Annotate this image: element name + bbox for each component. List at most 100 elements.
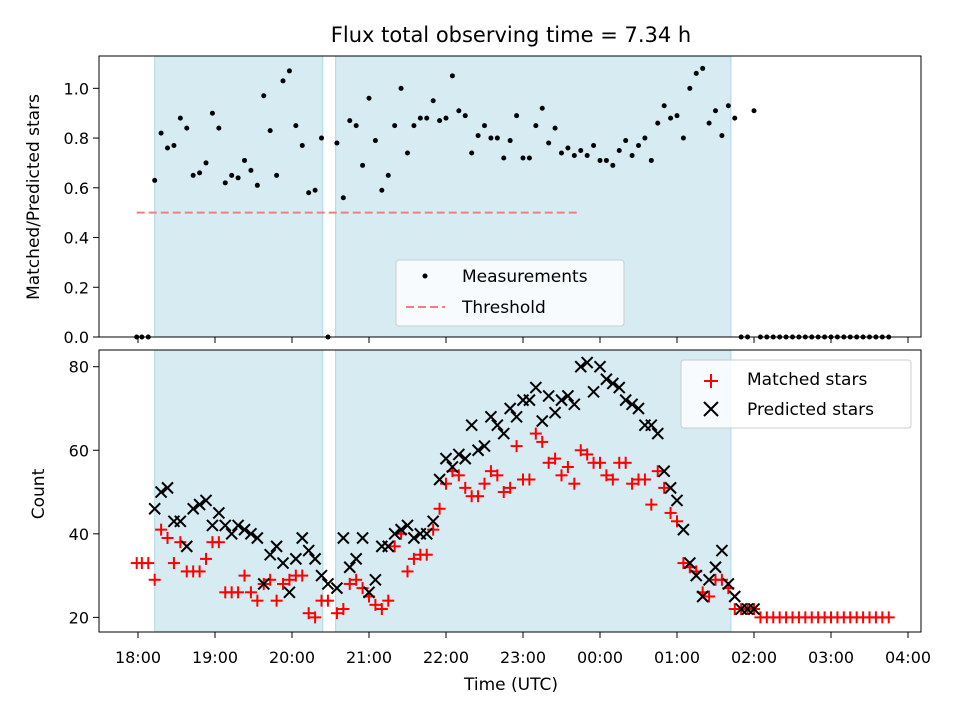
marker-stroke [270,540,283,553]
marker-stroke [523,393,536,407]
matched-star-point [664,506,677,519]
bottom-legend: Matched stars Predicted stars [680,359,912,429]
predicted-star-point [664,481,677,495]
marker-stroke [632,402,645,415]
x-tick-label: 00:00 [577,648,623,667]
bottom-legend-box [680,359,912,429]
matched-star-point [504,481,517,494]
measurement-point [552,125,558,131]
marker-stroke [439,452,453,465]
measurement-point [449,73,455,79]
measurement-point [360,162,366,168]
measurement-point [526,155,532,161]
measurement-point [713,108,718,114]
marker-stroke [388,527,401,541]
predicted-star-point [651,427,664,440]
measurement-point [674,113,680,119]
matched-star-point [264,573,277,586]
predicted-star-point [587,385,600,398]
measurement-point [190,172,196,178]
measurement-point [469,150,475,156]
matched-star-point [651,465,664,478]
marker-stroke [677,523,690,536]
marker-stroke [657,464,671,478]
bottom-panel: 20 40 60 80 18:00 19:00 20:00 21:00 22:00 23:00 0… [29,349,931,695]
matched-star-point [401,565,414,578]
measurement-point [203,160,209,166]
marker-stroke [548,406,562,419]
marker-stroke [337,531,350,545]
predicted-star-point [606,377,620,390]
marker-stroke [321,577,335,591]
measurement-point [571,152,577,158]
predicted-star-point [728,590,741,603]
marker-stroke [593,360,607,373]
marker-stroke [651,427,664,440]
predicted-star-point [548,406,562,419]
predicted-star-point [696,590,709,603]
matched-star-point [568,477,581,490]
measurement-point [642,135,648,141]
marker-stroke [180,540,193,553]
measurement-point [177,115,183,121]
measurement-point [165,145,171,151]
measurement-point [312,187,318,193]
matched-star-point [484,465,497,478]
measurement-point [507,138,513,144]
measurement-point [334,140,340,146]
matched-star-point [270,594,283,607]
predicted-star-point [276,556,290,570]
matched-star-point [561,460,574,473]
matched-star-point [440,477,452,490]
bottom-axes-frame [98,349,922,633]
matched-star-point [174,536,187,549]
matched-star-point [671,515,683,528]
marker-stroke [148,502,161,515]
matched-star-point [238,569,251,582]
y-tick-label: 0.6 [64,179,89,198]
measurement-point [482,123,487,129]
marker-stroke [343,561,356,574]
measurement-point [514,113,520,119]
measurement-point [693,70,699,76]
marker-stroke [276,556,290,570]
marker-stroke [199,494,213,507]
measurement-point [417,115,423,121]
marker-stroke [702,573,716,586]
marker-stroke [568,398,581,411]
measurement-point [319,135,325,141]
measurement-point [299,143,305,149]
measurement-point [254,182,260,188]
matched-star-point [369,598,382,611]
predicted-star-point [161,481,174,495]
marker-stroke [510,410,523,424]
measurement-point [488,135,494,141]
measurement-point [648,157,654,163]
matched-star-point [433,502,446,515]
marker-stroke [606,377,620,390]
matched-star-point [529,427,542,440]
measurement-point [385,172,391,178]
marker-stroke [491,418,504,432]
predicted-star-point [302,544,315,557]
measurement-point [706,120,712,126]
marker-stroke [587,385,600,398]
marker-stroke [670,494,684,507]
matched-star-point [645,498,658,511]
top-axes-frame [98,55,922,338]
bottom-y-axis-label: Count [29,468,49,519]
predicted-star-point [199,494,213,507]
bottom-y-ticks: 20 40 60 80 [69,358,99,627]
predicted-star-point [388,527,401,541]
legend-marker-matched-stars [704,374,718,388]
matched-star-point [375,603,388,616]
marker-stroke [619,393,632,407]
measurement-point [610,162,616,168]
predicted-star-point [709,561,722,574]
measurement-point [152,177,158,183]
legend-marker-predicted-stars [703,401,719,417]
y-tick-label: 0.2 [64,278,89,297]
marker-stroke [401,519,414,532]
measurement-point [680,135,686,141]
marker-stroke [503,402,517,415]
